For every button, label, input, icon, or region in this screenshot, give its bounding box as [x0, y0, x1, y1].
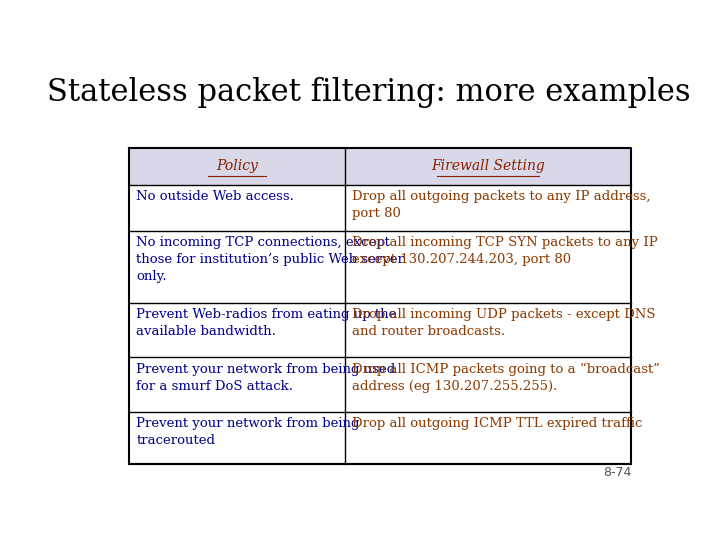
Text: Drop all incoming TCP SYN packets to any IP
except 130.207.244.203, port 80: Drop all incoming TCP SYN packets to any… [352, 236, 658, 266]
Text: Drop all incoming UDP packets - except DNS
and router broadcasts.: Drop all incoming UDP packets - except D… [352, 308, 656, 338]
Text: Drop all outgoing ICMP TTL expired traffic: Drop all outgoing ICMP TTL expired traff… [352, 417, 643, 430]
Text: No incoming TCP connections, except
those for institution’s public Web server
on: No incoming TCP connections, except thos… [136, 236, 404, 283]
Text: Prevent your network from being used
for a smurf DoS attack.: Prevent your network from being used for… [136, 362, 395, 393]
Text: Prevent your network from being
tracerouted: Prevent your network from being tracerou… [136, 417, 360, 447]
Text: Stateless packet filtering: more examples: Stateless packet filtering: more example… [48, 77, 690, 109]
Text: Drop all ICMP packets going to a “broadcast”
address (eg 130.207.255.255).: Drop all ICMP packets going to a “broadc… [352, 362, 660, 393]
Text: Drop all outgoing packets to any IP address,
port 80: Drop all outgoing packets to any IP addr… [352, 191, 651, 220]
Text: Firewall Setting: Firewall Setting [431, 159, 545, 173]
Text: Policy: Policy [216, 159, 258, 173]
Text: Prevent Web-radios from eating up the
available bandwidth.: Prevent Web-radios from eating up the av… [136, 308, 397, 338]
Bar [129, 148, 345, 185]
Text: No outside Web access.: No outside Web access. [136, 191, 294, 204]
Text: 8-74: 8-74 [603, 465, 631, 478]
Bar [345, 148, 631, 185]
